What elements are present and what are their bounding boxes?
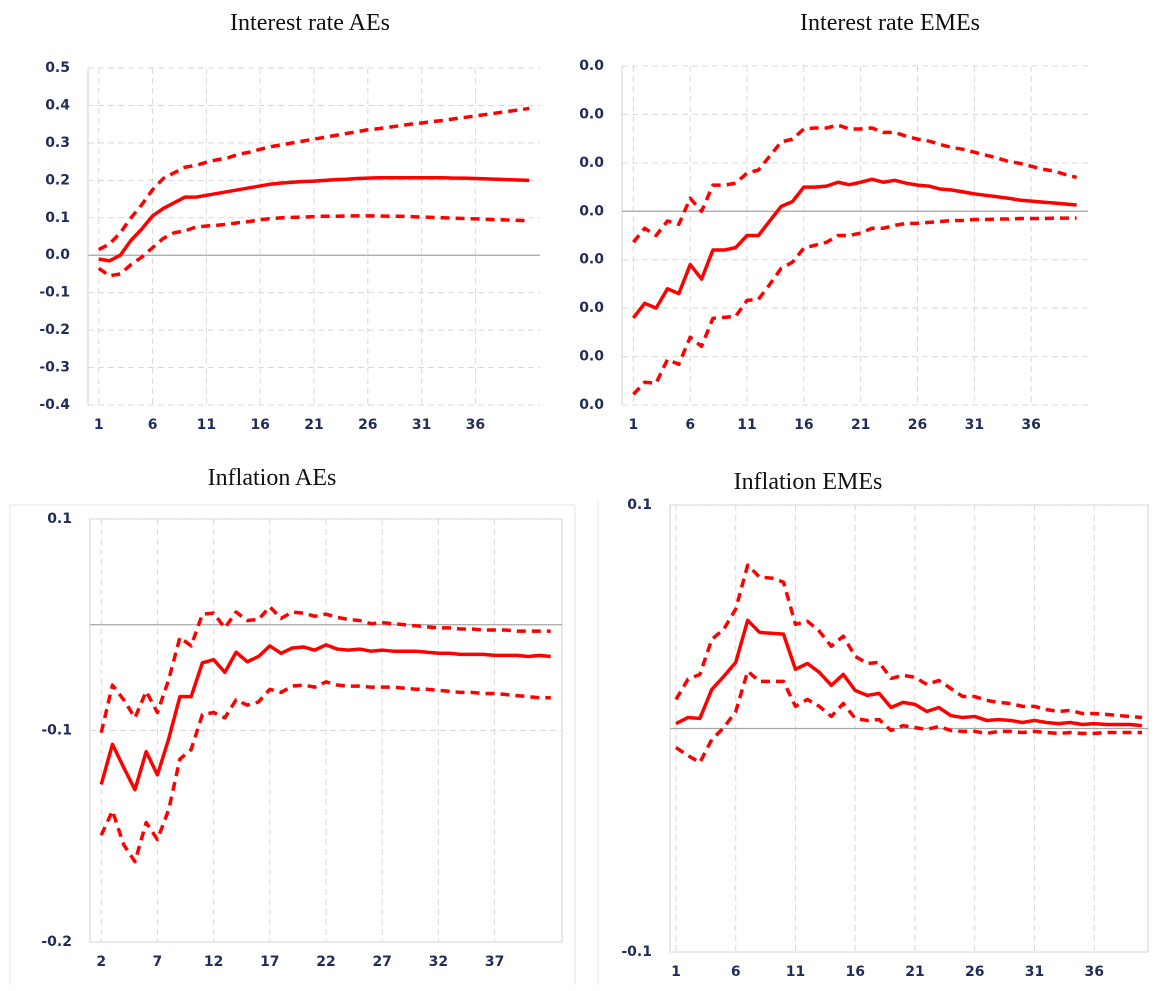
y-tick-label: 0.0 [579,58,604,74]
x-tick-label: 16 [845,964,864,980]
y-tick-label: 0.5 [45,60,70,76]
y-tick-label: 0.0 [45,247,70,263]
data-line [97,214,530,278]
data-line [98,175,530,263]
x-tick-label: 21 [304,417,323,433]
x-tick-label: 26 [965,964,984,980]
x-tick-label: 12 [204,954,223,970]
y-tick-label: 0.2 [45,172,70,188]
y-tick-label: -0.2 [41,934,72,950]
y-tick-label: -0.3 [39,360,70,376]
x-tick-label: 36 [466,417,485,433]
x-tick-label: 11 [786,964,805,980]
chart-title: Inflation EMEs [734,469,883,495]
y-tick-label: -0.1 [621,944,652,960]
y-tick-label: 0.0 [579,106,604,122]
x-tick-label: 6 [148,417,158,433]
data-line [674,563,1143,720]
x-tick-label: 21 [851,417,870,433]
y-tick-label: 0.0 [579,300,604,316]
y-tick-label: 0.0 [579,349,604,365]
x-tick-label: 27 [372,954,391,970]
data-line [97,106,530,252]
y-tick-label: -0.2 [39,322,70,338]
y-tick-label: 0.0 [579,203,604,219]
x-tick-label: 26 [358,417,377,433]
x-tick-label: 1 [94,417,104,433]
y-tick-label: 0.0 [579,252,604,268]
x-tick-label: 2 [96,954,106,970]
x-tick-label: 16 [250,417,269,433]
data-line [99,643,551,792]
x-tick-label: 6 [731,964,741,980]
x-tick-label: 16 [794,417,813,433]
x-tick-label: 17 [260,954,279,970]
x-tick-label: 36 [1021,417,1040,433]
x-tick-label: 31 [412,417,431,433]
x-tick-label: 37 [485,954,504,970]
y-tick-label: 0.3 [45,135,70,151]
data-line [99,605,551,734]
data-line [675,669,1143,765]
y-tick-label: -0.1 [39,285,70,301]
y-tick-label: 0.0 [579,397,604,413]
data-line [632,216,1077,396]
y-tick-label: 0.1 [627,497,652,513]
x-tick-label: 36 [1084,964,1103,980]
x-tick-label: 1 [628,417,638,433]
data-line [99,680,551,864]
x-tick-label: 21 [905,964,924,980]
y-tick-label: -0.1 [41,723,72,739]
data-line [631,177,1077,319]
data-line [632,123,1078,244]
x-tick-label: 31 [965,417,984,433]
data-line [675,618,1143,728]
y-tick-label: 0.0 [579,155,604,171]
y-tick-label: 0.1 [47,511,72,527]
x-tick-label: 26 [908,417,927,433]
x-tick-label: 6 [685,417,695,433]
y-tick-label: 0.1 [45,210,70,226]
x-tick-label: 11 [197,417,216,433]
y-tick-label: 0.4 [45,97,70,113]
x-tick-label: 7 [153,954,163,970]
chart-title: Interest rate AEs [230,10,390,36]
x-tick-label: 31 [1025,964,1044,980]
x-tick-label: 22 [316,954,335,970]
x-tick-label: 11 [737,417,756,433]
chart-title: Interest rate EMEs [800,10,980,36]
chart-title: Inflation AEs [208,465,337,491]
x-tick-label: 32 [429,954,448,970]
y-tick-label: -0.4 [39,397,70,413]
x-tick-label: 1 [671,964,681,980]
